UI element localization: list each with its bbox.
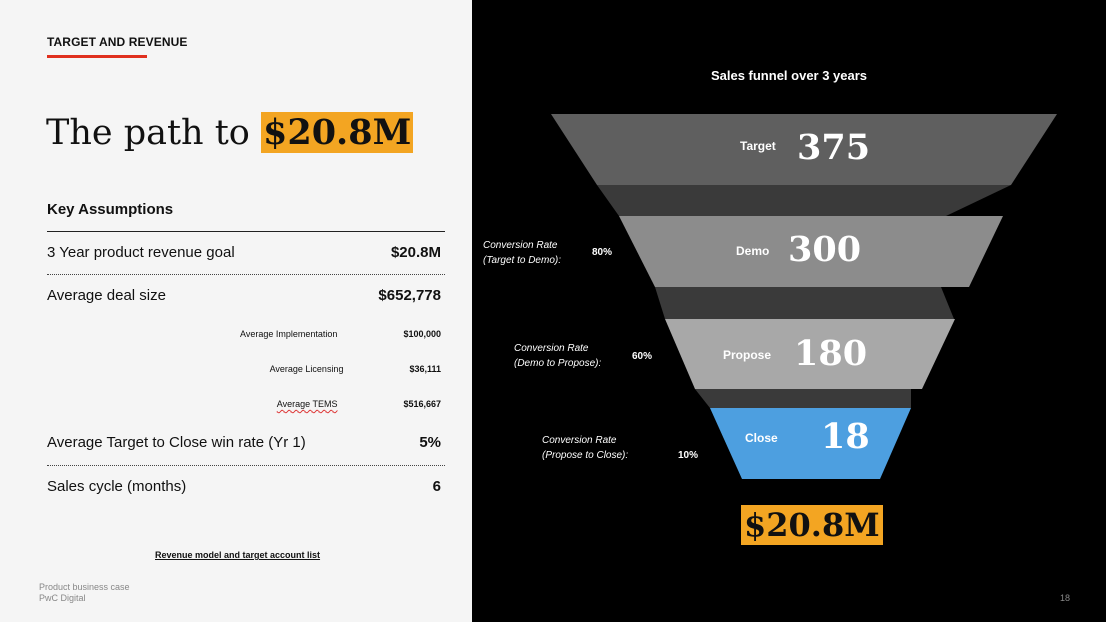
key-assumptions-heading: Key Assumptions [47, 201, 174, 218]
assumption-label: Average TEMS [276, 399, 338, 409]
sales-funnel-graphic [551, 114, 1057, 479]
conversion-line: Conversion Rate [514, 343, 589, 354]
right-panel: Sales funnel over 3 years Target 375 Dem… [472, 0, 1106, 622]
conversion-line: Conversion Rate [483, 240, 558, 251]
funnel-title: Sales funnel over 3 years [710, 68, 868, 83]
stage-value-propose: 180 [794, 333, 868, 374]
assumption-row-tems: Average TEMS $516,667 [47, 399, 441, 409]
footer: Product business case PwC Digital [39, 582, 130, 604]
funnel-stage-propose [665, 319, 955, 389]
conversion-line: (Demo to Propose): [514, 358, 602, 369]
assumption-value: $516,667 [403, 399, 441, 409]
assumption-row-implementation: Average Implementation $100,000 [47, 329, 441, 339]
conversion-pct-target-demo: 80% [592, 247, 613, 258]
title-highlight: $20.8M [261, 112, 414, 153]
assumption-value: 5% [419, 434, 441, 451]
assumption-label: 3 Year product revenue goal [47, 244, 235, 261]
funnel-connector [597, 185, 1011, 216]
assumption-label: Average deal size [47, 287, 166, 304]
assumption-row-sales-cycle: Sales cycle (months) 6 [47, 478, 441, 495]
assumption-label: Average Target to Close win rate (Yr 1) [47, 434, 306, 451]
assumption-value: $100,000 [403, 329, 441, 339]
assumption-value: $20.8M [390, 244, 441, 261]
section-underline [47, 55, 147, 58]
assumption-label: Average Licensing [269, 364, 344, 374]
title-prefix: The path to [46, 113, 261, 153]
stage-label-demo: Demo [736, 244, 770, 258]
assumption-row-licensing: Average Licensing $36,111 [47, 364, 441, 374]
key-assumptions-rule [47, 231, 445, 232]
conversion-line: (Propose to Close): [542, 450, 629, 461]
assumption-value: 6 [432, 478, 441, 495]
assumption-value: $652,778 [378, 287, 441, 304]
page-number: 18 [1060, 593, 1071, 603]
page-title: The path to $20.8M [46, 112, 414, 153]
stage-value-close: 18 [821, 416, 870, 457]
footer-line: Product business case [39, 582, 130, 592]
assumption-value: $36,111 [409, 364, 441, 374]
stage-label-propose: Propose [723, 348, 772, 362]
conversion-pct-demo-propose: 60% [632, 351, 653, 362]
row-divider [47, 465, 445, 466]
conversion-label-target-demo: Conversion Rate (Target to Demo): [483, 238, 561, 268]
section-label: TARGET AND REVENUE [47, 35, 188, 49]
funnel-connector [655, 287, 954, 319]
funnel-stage-close [710, 408, 911, 479]
stage-value-demo: 300 [788, 229, 862, 270]
left-panel: TARGET AND REVENUE The path to $20.8M Ke… [0, 0, 472, 622]
assumption-label: Sales cycle (months) [47, 478, 187, 495]
conversion-line: (Target to Demo): [483, 255, 561, 266]
funnel-stage-target [551, 114, 1057, 185]
stage-label-target: Target [740, 139, 776, 153]
assumption-row-win-rate: Average Target to Close win rate (Yr 1) … [47, 434, 441, 451]
conversion-pct-propose-close: 10% [678, 450, 699, 461]
stage-label-close: Close [745, 431, 778, 445]
assumption-row-deal-size: Average deal size $652,778 [47, 287, 441, 304]
conversion-label-demo-propose: Conversion Rate (Demo to Propose): [514, 341, 601, 371]
conversion-line: Conversion Rate [542, 435, 617, 446]
footer-line: PwC Digital [39, 593, 86, 603]
conversion-label-propose-close: Conversion Rate (Propose to Close): [542, 433, 628, 463]
funnel-total-badge: $20.8M [741, 505, 883, 545]
funnel-connector [695, 389, 911, 408]
funnel-stage-demo [619, 216, 1003, 287]
row-divider [47, 274, 445, 275]
assumption-row-revenue-goal: 3 Year product revenue goal $20.8M [47, 244, 441, 261]
stage-value-target: 375 [797, 127, 871, 168]
assumption-label: Average Implementation [240, 329, 338, 339]
revenue-model-link[interactable]: Revenue model and target account list [155, 550, 321, 560]
